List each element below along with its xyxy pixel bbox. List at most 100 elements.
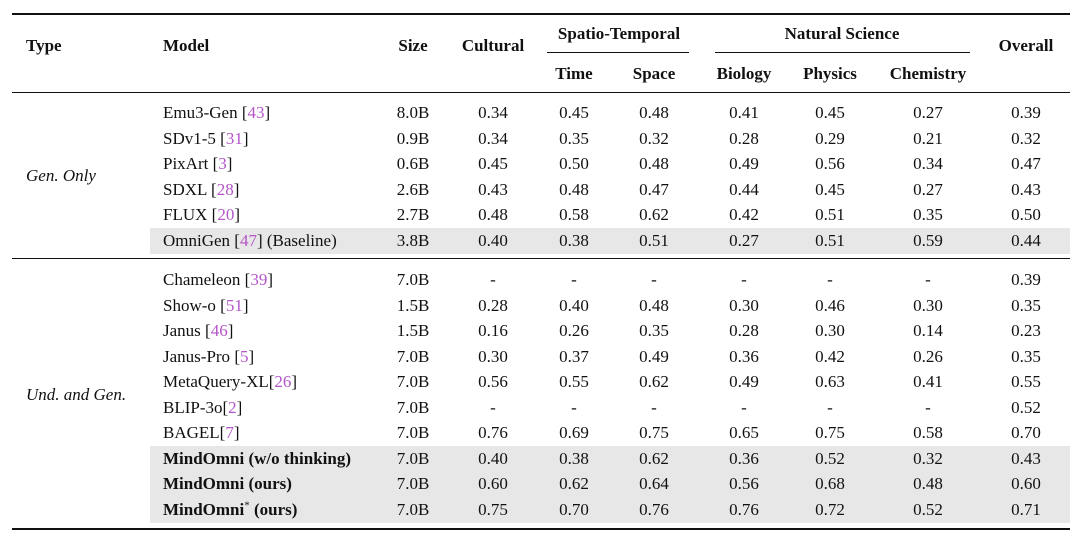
time-cell: 0.70: [559, 499, 589, 519]
cultural-cell: 0.34: [478, 103, 508, 122]
citation-link[interactable]: 5: [239, 346, 249, 366]
model-name-cell: Emu3-Gen [43]: [163, 101, 270, 125]
model-name: SDv1-5: [163, 128, 221, 148]
citation-link[interactable]: 31: [225, 128, 243, 148]
size-cell: 3.8B: [396, 230, 430, 250]
biology-cell: -: [741, 270, 747, 289]
physics-cell: 0.51: [815, 230, 845, 250]
citation-link[interactable]: 20: [217, 205, 235, 224]
biology-cell: 0.30: [729, 295, 759, 315]
model-name-cell: MetaQuery-XL[26]: [163, 370, 297, 394]
citation-link[interactable]: 3: [218, 154, 227, 173]
model-name-suffix: ] (Baseline): [256, 230, 337, 250]
physics-cell: 0.68: [815, 474, 845, 493]
model-name-cell: Chameleon [39]: [163, 268, 273, 292]
overall-cell: 0.39: [1011, 103, 1041, 122]
model-name: Emu3-Gen: [163, 103, 242, 122]
chemistry-cell: 0.58: [913, 423, 943, 442]
time-cell: 0.62: [559, 474, 589, 493]
model-name: Janus-Pro: [163, 346, 235, 366]
model-name-cell: MindOmni* (ours): [163, 498, 297, 522]
space-cell: 0.51: [639, 230, 669, 250]
model-name-cell: SDv1-5 [31]: [163, 127, 249, 151]
chemistry-cell: 0.34: [913, 154, 943, 173]
biology-cell: 0.28: [729, 128, 759, 148]
physics-cell: -: [827, 270, 833, 289]
citation-link[interactable]: 26: [274, 372, 292, 391]
natural-science-underline: [715, 52, 970, 53]
model-name-suffix: ]: [227, 321, 234, 340]
citation-open-bracket: [: [234, 346, 240, 366]
citation-link[interactable]: 7: [225, 423, 234, 442]
overall-cell: 0.35: [1011, 295, 1041, 315]
chemistry-cell: 0.14: [913, 321, 943, 340]
model-name-cell: SDXL [28]: [163, 178, 239, 202]
top-rule: [12, 13, 1070, 15]
model-name: PixArt: [163, 154, 213, 173]
group-label-und-and-gen: Und. and Gen.: [26, 385, 127, 404]
spatio-temporal-underline: [547, 52, 689, 53]
time-cell: 0.69: [559, 423, 589, 442]
citation-open-bracket: [: [211, 179, 217, 199]
citation-link[interactable]: 51: [225, 295, 243, 315]
chemistry-cell: 0.41: [913, 372, 943, 391]
overall-cell: 0.71: [1011, 499, 1041, 519]
chemistry-cell: 0.35: [913, 205, 943, 224]
model-name: BLIP-3o: [163, 397, 223, 417]
biology-cell: 0.42: [729, 205, 759, 224]
size-cell: 1.5B: [396, 295, 430, 315]
time-cell: -: [571, 397, 577, 417]
cultural-cell: 0.30: [478, 346, 508, 366]
size-cell: 7.0B: [396, 346, 430, 366]
citation-link[interactable]: 43: [247, 103, 265, 122]
time-cell: 0.58: [559, 205, 589, 224]
biology-cell: 0.49: [729, 372, 759, 391]
model-name: Janus: [163, 321, 206, 340]
size-cell: 7.0B: [396, 499, 430, 519]
biology-cell: 0.36: [729, 448, 759, 468]
size-cell: 7.0B: [396, 397, 430, 417]
header-cultural: Cultural: [461, 36, 525, 55]
citation-open-bracket: [: [212, 154, 219, 173]
group-label-gen-only: Gen. Only: [26, 166, 96, 185]
size-cell: 0.9B: [396, 128, 430, 148]
biology-cell: 0.27: [729, 230, 759, 250]
model-name-suffix: ]: [248, 346, 255, 366]
citation-link[interactable]: 46: [210, 321, 228, 340]
model-name-suffix: ]: [226, 154, 233, 173]
model-name-cell: BAGEL[7]: [163, 421, 240, 445]
overall-cell: 0.47: [1011, 154, 1041, 173]
citation-link[interactable]: 39: [250, 270, 268, 289]
header-natural-science: Natural Science: [784, 24, 900, 43]
overall-cell: 0.60: [1011, 474, 1041, 493]
size-cell: 7.0B: [396, 448, 430, 468]
citation-open-bracket: [: [222, 397, 229, 417]
citation-link[interactable]: 2: [228, 397, 237, 417]
cultural-cell: 0.28: [478, 295, 508, 315]
space-cell: 0.32: [639, 128, 669, 148]
model-name: MetaQuery-XL: [163, 372, 269, 391]
physics-cell: 0.45: [815, 103, 845, 122]
biology-cell: 0.65: [729, 423, 759, 442]
model-name-suffix: ]: [264, 103, 271, 122]
size-cell: 7.0B: [396, 372, 430, 391]
space-cell: 0.64: [639, 474, 669, 493]
row-highlight: [150, 471, 1070, 498]
biology-cell: 0.44: [729, 179, 759, 199]
chemistry-cell: 0.32: [913, 448, 943, 468]
size-cell: 7.0B: [396, 423, 430, 442]
cultural-cell: 0.75: [478, 499, 508, 519]
space-cell: 0.47: [639, 179, 669, 199]
citation-link[interactable]: 28: [216, 179, 234, 199]
chemistry-cell: 0.52: [913, 499, 943, 519]
overall-cell: 0.43: [1011, 179, 1041, 199]
overall-cell: 0.32: [1011, 128, 1041, 148]
header-time: Time: [555, 64, 593, 83]
citation-open-bracket: [: [205, 321, 211, 340]
physics-cell: 0.52: [815, 448, 845, 468]
model-name-cell: Janus-Pro [5]: [163, 345, 254, 369]
physics-cell: 0.30: [815, 321, 845, 340]
model-name-cell: MindOmni (ours): [163, 472, 292, 496]
cultural-cell: 0.40: [478, 230, 508, 250]
citation-link[interactable]: 47: [239, 230, 257, 250]
